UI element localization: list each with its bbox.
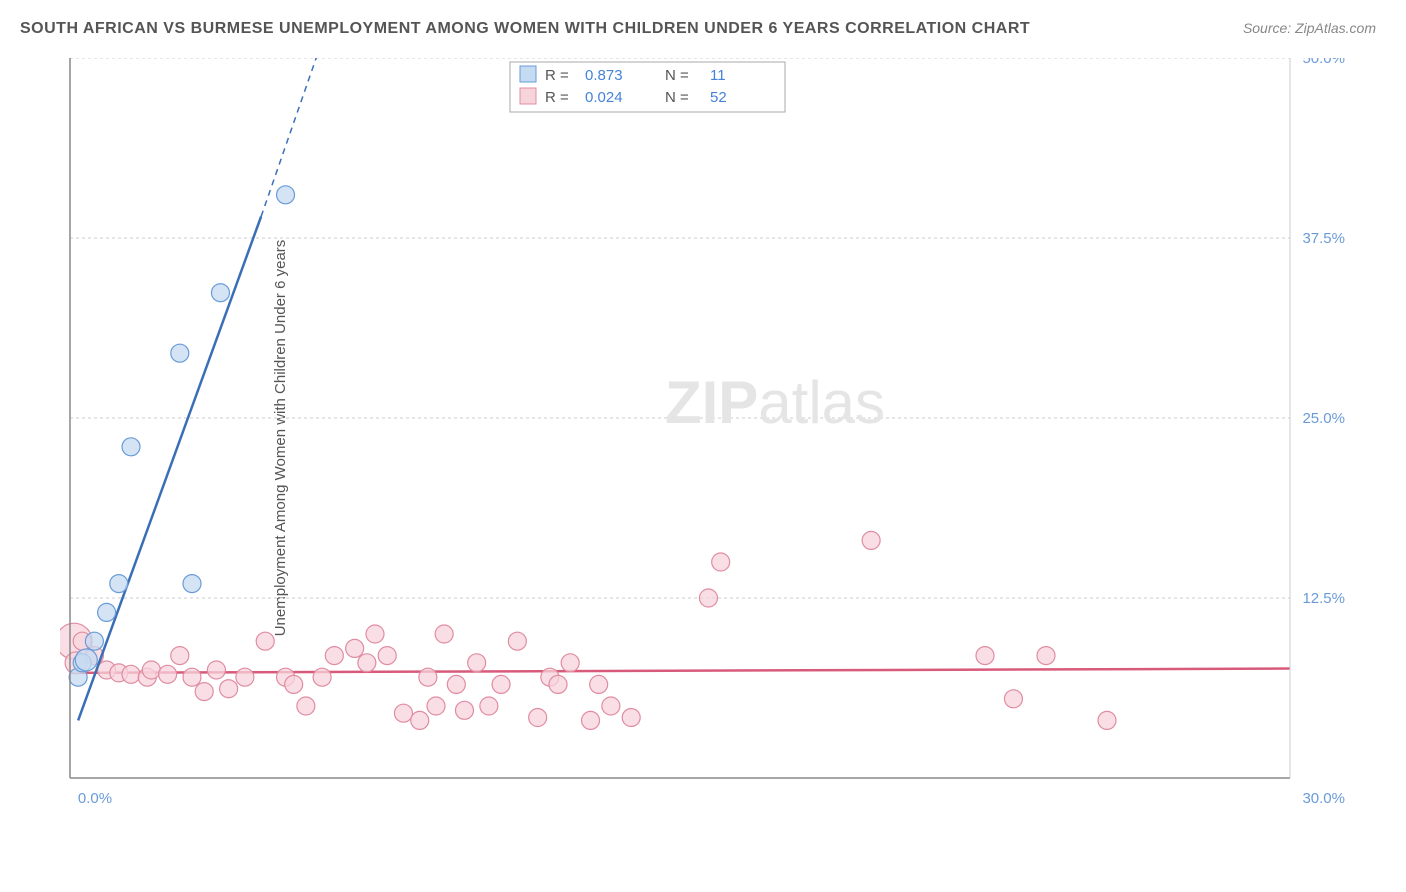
data-point bbox=[508, 632, 526, 650]
data-point bbox=[1004, 690, 1022, 708]
data-point bbox=[207, 661, 225, 679]
data-point bbox=[378, 647, 396, 665]
data-point bbox=[325, 647, 343, 665]
stats-swatch bbox=[520, 66, 536, 82]
data-point bbox=[236, 668, 254, 686]
data-point bbox=[976, 647, 994, 665]
data-point bbox=[183, 668, 201, 686]
data-point bbox=[297, 697, 315, 715]
stats-n-label: N = bbox=[665, 67, 689, 84]
data-point bbox=[1037, 647, 1055, 665]
data-point bbox=[366, 625, 384, 643]
data-point bbox=[1098, 711, 1116, 729]
data-point bbox=[447, 675, 465, 693]
data-point bbox=[582, 711, 600, 729]
data-point bbox=[411, 711, 429, 729]
y-tick-label: 12.5% bbox=[1302, 590, 1345, 607]
data-point bbox=[492, 675, 510, 693]
chart-area: Unemployment Among Women with Children U… bbox=[60, 58, 1360, 818]
y-tick-label: 25.0% bbox=[1302, 410, 1345, 427]
data-point bbox=[699, 589, 717, 607]
data-point bbox=[622, 709, 640, 727]
data-point bbox=[455, 701, 473, 719]
data-point bbox=[435, 625, 453, 643]
data-point bbox=[142, 661, 160, 679]
x-tick-label: 0.0% bbox=[78, 790, 112, 807]
data-point bbox=[602, 697, 620, 715]
data-point bbox=[171, 344, 189, 362]
data-point bbox=[211, 284, 229, 302]
data-point bbox=[427, 697, 445, 715]
y-tick-label: 37.5% bbox=[1302, 230, 1345, 247]
stats-r-value: 0.024 bbox=[585, 89, 623, 106]
data-point bbox=[122, 665, 140, 683]
data-point bbox=[220, 680, 238, 698]
data-point bbox=[98, 603, 116, 621]
stats-r-value: 0.873 bbox=[585, 67, 623, 84]
source-attribution: Source: ZipAtlas.com bbox=[1243, 20, 1376, 36]
data-point bbox=[712, 553, 730, 571]
data-point bbox=[590, 675, 608, 693]
data-point bbox=[419, 668, 437, 686]
data-point bbox=[394, 704, 412, 722]
data-point bbox=[529, 709, 547, 727]
data-point bbox=[561, 654, 579, 672]
data-point bbox=[256, 632, 274, 650]
data-point bbox=[183, 575, 201, 593]
stats-swatch bbox=[520, 88, 536, 104]
data-point bbox=[110, 575, 128, 593]
data-point bbox=[171, 647, 189, 665]
data-point bbox=[468, 654, 486, 672]
data-point bbox=[285, 675, 303, 693]
scatter-plot: 12.5% 25.0% 37.5% 50.0% ZIPatlas 0.0% 30.0% R =… bbox=[60, 58, 1360, 818]
stats-n-value: 52 bbox=[710, 89, 727, 106]
chart-title: SOUTH AFRICAN VS BURMESE UNEMPLOYMENT AM… bbox=[20, 20, 1030, 38]
stats-r-label: R = bbox=[545, 67, 569, 84]
data-point bbox=[159, 665, 177, 683]
stats-r-label: R = bbox=[545, 89, 569, 106]
y-tick-label: 50.0% bbox=[1302, 58, 1345, 67]
data-point bbox=[480, 697, 498, 715]
stats-n-value: 11 bbox=[710, 67, 726, 84]
data-point bbox=[75, 649, 97, 671]
data-point bbox=[195, 683, 213, 701]
data-point bbox=[122, 438, 140, 456]
data-point bbox=[346, 639, 364, 657]
data-point bbox=[862, 531, 880, 549]
x-tick-label: 30.0% bbox=[1302, 790, 1345, 807]
trend-line bbox=[78, 216, 261, 720]
watermark: ZIPatlas bbox=[665, 369, 885, 436]
data-point bbox=[277, 186, 295, 204]
data-point bbox=[358, 654, 376, 672]
data-point bbox=[549, 675, 567, 693]
stats-n-label: N = bbox=[665, 89, 689, 106]
data-point bbox=[313, 668, 331, 686]
data-point bbox=[85, 632, 103, 650]
